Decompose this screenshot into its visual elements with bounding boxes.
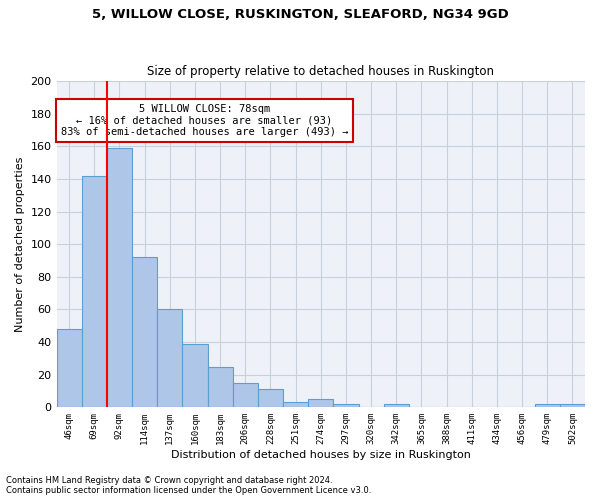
X-axis label: Distribution of detached houses by size in Ruskington: Distribution of detached houses by size … [171, 450, 471, 460]
Text: 5 WILLOW CLOSE: 78sqm
← 16% of detached houses are smaller (93)
83% of semi-deta: 5 WILLOW CLOSE: 78sqm ← 16% of detached … [61, 104, 348, 137]
Text: 5, WILLOW CLOSE, RUSKINGTON, SLEAFORD, NG34 9GD: 5, WILLOW CLOSE, RUSKINGTON, SLEAFORD, N… [92, 8, 508, 20]
Title: Size of property relative to detached houses in Ruskington: Size of property relative to detached ho… [147, 66, 494, 78]
Bar [82, 176, 107, 408]
Bar [157, 310, 182, 408]
Bar [132, 257, 157, 408]
Bar [258, 390, 283, 407]
Text: Contains HM Land Registry data © Crown copyright and database right 2024.
Contai: Contains HM Land Registry data © Crown c… [6, 476, 371, 495]
Bar [308, 399, 334, 407]
Y-axis label: Number of detached properties: Number of detached properties [15, 156, 25, 332]
Bar [208, 366, 233, 408]
Bar [182, 344, 208, 407]
Bar [56, 329, 82, 407]
Bar [334, 404, 359, 407]
Bar [535, 404, 560, 407]
Bar [560, 404, 585, 407]
Bar [283, 402, 308, 407]
Bar [107, 148, 132, 407]
Bar [233, 383, 258, 407]
Bar [383, 404, 409, 407]
